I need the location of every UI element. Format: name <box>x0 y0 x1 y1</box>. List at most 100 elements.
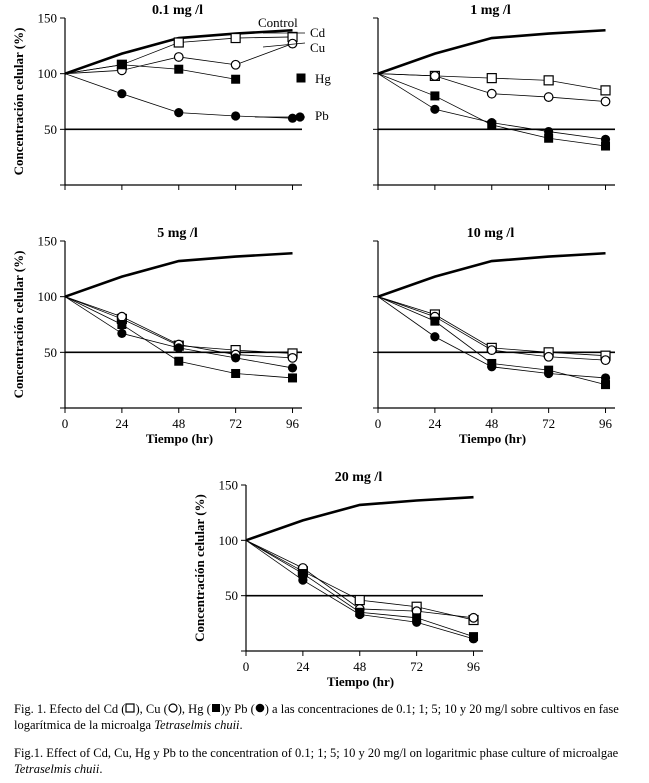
data-point-open-circle <box>468 612 479 623</box>
chart-panel: 50 100 150 0 24 48 72 96 20 mg /l Concentración c… <box>192 470 483 689</box>
data-point-filled-circle <box>487 362 497 372</box>
data-point-filled-circle <box>487 118 497 128</box>
data-point-filled-square <box>174 64 184 74</box>
data-point-open-circle <box>173 52 184 62</box>
panel-title: 10 mg /l <box>467 226 515 241</box>
y-axis-title: Concentración celular (%) <box>11 251 26 399</box>
x-tick-label: 96 <box>599 416 613 431</box>
data-point-filled-circle <box>117 328 127 339</box>
y-tick-label: 100 <box>38 66 58 81</box>
data-point-filled-square <box>174 356 184 366</box>
data-point-filled-square <box>288 373 298 383</box>
y-tick-label: 50 <box>225 588 238 603</box>
data-point-filled-circle <box>544 126 554 137</box>
series-line <box>245 539 474 637</box>
panel-title: 0.1 mg /l <box>152 3 203 18</box>
x-tick-label: 48 <box>172 416 185 431</box>
x-tick-label: 24 <box>115 416 129 431</box>
chart-panel: 0 24 48 72 96 10 mg /l Tiempo (hr) <box>373 226 615 446</box>
data-point-open-circle <box>600 96 611 107</box>
data-point-open-square <box>486 73 497 84</box>
series-line <box>64 64 236 80</box>
x-tick-label: 72 <box>229 416 242 431</box>
caption-en-species: Tetraselmis chuii <box>14 762 100 776</box>
data-point-filled-circle <box>468 634 479 644</box>
panel-title: 5 mg /l <box>157 226 198 241</box>
y-tick-label: 150 <box>38 234 58 249</box>
data-point-open-circle <box>600 355 611 366</box>
caption-spanish: Fig. 1. Efecto del Cd ( ), Cu ( ), Hg ( )y … <box>14 701 638 733</box>
data-point-open-square <box>230 32 241 44</box>
panel-title: 20 mg /l <box>335 470 383 485</box>
open-circle-icon <box>168 703 178 713</box>
data-point-filled-circle <box>174 343 184 353</box>
data-point-open-square <box>173 37 184 48</box>
panel-title: 1 mg /l <box>470 3 511 18</box>
data-point-filled-square <box>430 91 440 101</box>
series-line-control <box>245 495 474 542</box>
data-point-filled-circle <box>231 353 241 363</box>
data-point-filled-square <box>298 569 308 579</box>
caption-en-end: . <box>99 762 103 776</box>
x-tick-label: 0 <box>375 416 382 431</box>
data-point-filled-square <box>601 141 611 151</box>
chart-panel: 50 100 150 0.1 mg /l Concentración celular (… <box>11 3 331 190</box>
data-point-filled-circle <box>600 373 611 383</box>
x-tick-label: 24 <box>428 416 442 431</box>
data-point-open-circle <box>287 353 298 363</box>
y-tick-label: 50 <box>44 345 57 360</box>
series-label: Cd <box>310 25 326 40</box>
data-point-filled-square <box>231 368 241 378</box>
caption-es-prefix: Fig. 1. Efecto del Cd ( <box>14 702 126 716</box>
caption-es-rest: ) a las concentraciones de 0.1; 1; 5; 10… <box>14 702 619 732</box>
x-tick-label: 0 <box>62 416 69 431</box>
data-point-open-square <box>543 75 554 86</box>
x-axis-title: Tiempo (hr) <box>146 431 213 446</box>
data-point-filled-circle <box>544 368 554 379</box>
data-point-open-square <box>600 85 611 96</box>
x-axis-title: Tiempo (hr) <box>327 674 394 689</box>
y-tick-label: 100 <box>219 533 239 548</box>
data-point-filled-circle <box>600 134 611 144</box>
data-point-filled-circle <box>412 617 422 627</box>
x-tick-label: 24 <box>296 659 310 674</box>
data-point-open-square <box>354 594 365 606</box>
filled-circle-icon <box>255 703 265 713</box>
x-tick-label: 72 <box>542 416 555 431</box>
x-tick-label: 96 <box>467 659 481 674</box>
data-point-filled-square <box>117 320 127 329</box>
data-point-open-circle <box>543 92 554 102</box>
x-axis-title: Tiempo (hr) <box>459 431 526 446</box>
x-tick-label: 48 <box>353 659 366 674</box>
data-point-open-circle <box>230 59 241 70</box>
y-tick-label: 150 <box>219 478 239 493</box>
data-point-open-circle <box>486 345 497 356</box>
x-tick-label: 48 <box>485 416 498 431</box>
caption-es-mid3: )y Pb ( <box>220 702 255 716</box>
series-label: Cu <box>310 40 326 55</box>
y-tick-label: 150 <box>38 11 58 26</box>
x-tick-label: 72 <box>410 659 423 674</box>
series-label: Hg <box>315 71 331 86</box>
caption-en-text: Fig.1. Effect of Cd, Cu, Hg y Pb to the … <box>14 746 619 760</box>
caption-es-mid1: ), Cu ( <box>135 702 168 716</box>
data-point-filled-square <box>296 73 306 83</box>
data-point-filled-circle <box>430 104 440 114</box>
data-point-open-circle <box>429 70 440 81</box>
figure: 50 100 150 0.1 mg /l Concentración celular (… <box>11 3 615 689</box>
y-axis-title: Concentración celular (%) <box>192 494 207 642</box>
data-point-filled-circle <box>287 363 298 373</box>
series-line-control <box>377 28 606 75</box>
data-point-filled-circle <box>231 111 241 121</box>
data-point-open-circle <box>543 351 554 362</box>
y-tick-label: 100 <box>38 289 58 304</box>
chart-panel: 50 100 150 0 24 48 72 96 5 mg /l Concentración ce… <box>11 226 302 446</box>
open-square-icon <box>125 703 136 713</box>
filled-square-icon <box>211 704 220 712</box>
data-point-filled-circle <box>430 332 440 342</box>
series-line <box>377 296 606 386</box>
caption-es-mid2: ), Hg ( <box>177 702 211 716</box>
chart-panel: 1 mg /l <box>373 3 615 190</box>
data-point-open-circle <box>486 88 497 99</box>
series-line-control <box>377 251 606 298</box>
